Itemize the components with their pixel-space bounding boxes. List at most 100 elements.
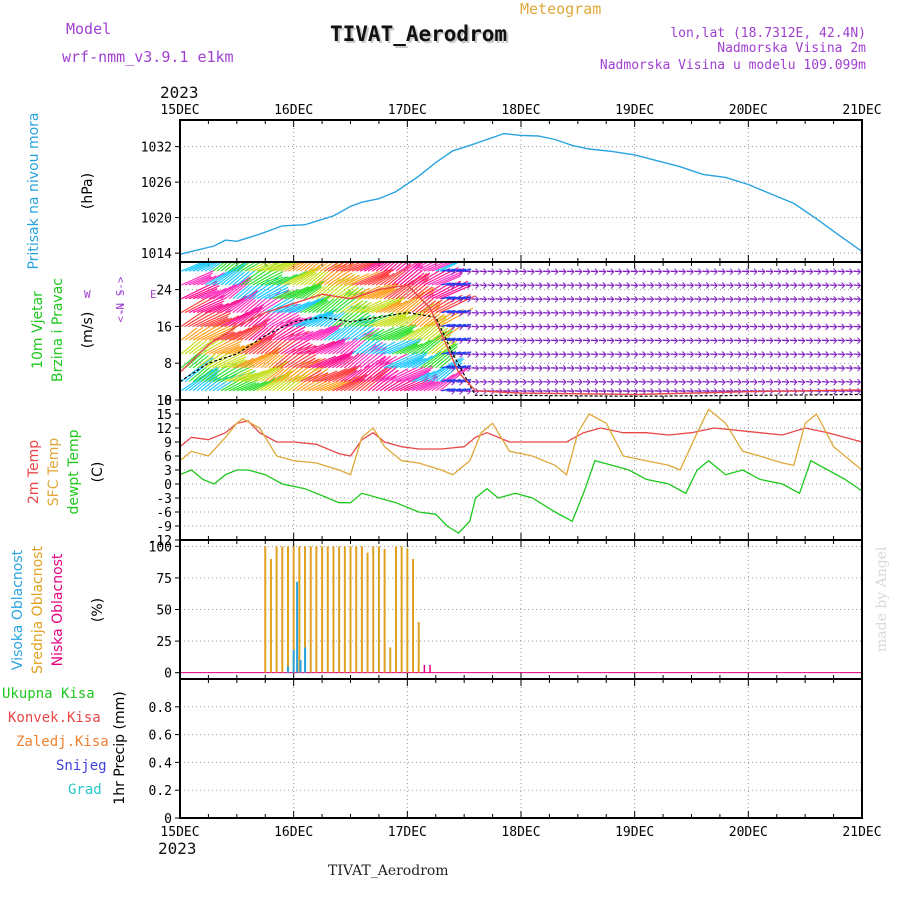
wind-vector-strong [411,272,431,286]
wind-vector-calm-head [753,298,758,303]
wind-vector-calm [487,367,495,369]
wind-vector-calm-head [769,312,774,317]
wind-vector-calm-head [833,367,837,372]
wind-vector-calm-head [705,387,710,392]
wind-vector-calm-head [849,268,853,273]
wind-vector-calm [527,284,535,287]
wind-vector-calm-head [530,351,535,355]
wind-vector-strong [435,273,463,286]
wind-vector-strong [200,272,225,286]
wind-vector-calm-head [507,381,511,386]
wind-vector-strong [320,338,348,355]
wind-vector-calm-head [626,268,631,273]
wind-vector-calm-head [825,285,830,289]
wind-vector-strong [403,358,424,369]
wind-vector-strong [224,345,245,355]
wind-vector-strong [351,330,382,355]
wind-vector-transition [456,351,467,355]
wind-vector-calm [837,298,845,300]
wind-vector-calm-head [721,282,726,286]
wind-vector-calm-head [554,323,559,328]
wind-vector-calm-head [642,298,646,303]
wind-vector-strong [371,356,390,369]
wind-vector-calm-head [499,295,503,300]
wind-vector-calm-head [642,354,646,358]
wind-vector-transition [446,268,456,272]
wind-vector-calm-head [578,367,583,372]
wind-vector-calm-head [610,285,615,289]
wind-vector-calm-head [666,337,670,342]
wind-vector-calm [527,353,535,356]
wind-vector-transition [461,351,472,355]
wind-vector-calm [710,339,718,342]
wind-vector-calm-head [674,326,678,331]
wind-vector-calm-head [626,285,631,289]
wind-vector-calm-head [562,351,567,355]
wind-vector-calm [813,380,821,383]
wind-vector-strong [427,334,452,355]
wind-vector-calm [797,339,805,342]
wind-vector-calm [757,311,766,314]
wind-vector-calm-head [769,351,774,355]
wind-vector-strong [403,343,423,355]
wind-vector-calm-head [642,295,646,300]
wind-vector-calm [821,380,829,383]
wind-vector-calm [559,284,567,287]
wind-vector-calm-head [650,271,654,276]
wind-vector-transition [451,351,461,355]
wind-vector-calm [678,390,686,392]
wind-vector-calm [479,380,487,383]
wind-vector-calm [781,325,789,328]
wind-vector-strong [355,356,387,383]
wind-vector-calm-head [737,295,742,300]
wind-vector-calm [749,298,758,300]
wind-vector-calm [710,298,718,300]
wind-vector-calm-head [578,309,583,314]
wind-vector-calm-head [833,390,837,395]
wind-vector-calm [495,298,503,300]
wind-vector-calm [479,353,487,356]
compass-west-label: W [84,288,91,301]
model-elevation-label: Nadmorska Visina u modelu 109.099m [600,58,866,73]
wind-vector-strong [184,262,206,272]
wind-vector-calm-head [642,271,646,276]
wind-vector-calm-head [491,337,495,342]
wind-vector-calm-head [705,268,710,273]
wind-vector-calm [606,284,614,287]
wind-vector-strong [248,312,265,327]
wind-vector-calm [805,380,813,383]
wind-vector-strong [403,270,423,286]
wind-vector-calm [781,353,789,356]
wind-vector-calm-head [562,354,567,358]
wind-vector-calm [670,284,678,287]
wind-vector-calm-head [586,309,591,314]
wind-vector-calm-head [682,298,686,303]
wind-vector-calm-head [841,323,845,328]
wind-vector-calm-head [666,367,670,372]
wind-vector-calm-head [713,387,718,392]
wind-vector-calm [574,367,583,369]
wind-vector-transition [441,296,451,300]
wind-vector-calm-head [610,340,615,345]
wind-vector-strong [224,262,237,272]
wind-vector-calm-head [538,268,543,273]
wind-vector-strong [192,297,227,314]
wind-vector-calm-head [817,381,822,386]
wind-vector-calm [821,311,829,314]
wind-vector-calm-head [833,354,837,358]
wind-vector-calm-head [642,309,646,314]
wind-vector-calm-head [737,298,742,303]
wind-vector-calm-head [610,282,615,286]
wind-vector-strong [272,330,304,355]
wind-vector-calm-head [682,378,686,383]
cloud-ytick-label: 0 [164,667,172,682]
wind-vector-calm-head [674,268,678,273]
wind-vector-calm-head [530,387,535,392]
wind-vector-calm-head [650,326,654,331]
wind-vector-calm-head [546,312,551,317]
wind-vector-calm [527,270,535,273]
wind-vector-calm-head [483,326,487,331]
wind-vector-calm-head [753,309,758,314]
wind-vector-calm [543,367,551,369]
wind-vector-strong [220,262,233,272]
